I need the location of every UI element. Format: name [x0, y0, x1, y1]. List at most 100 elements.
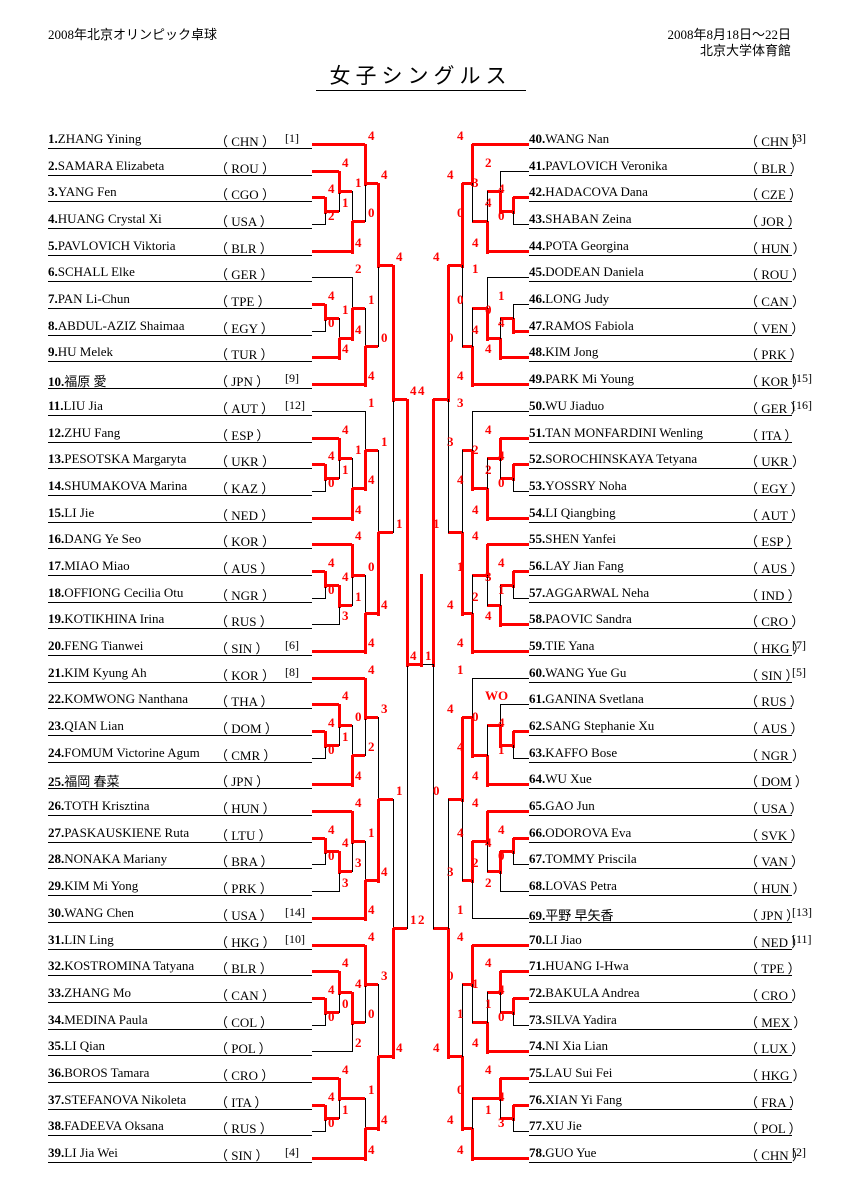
player-country: （ ESP ）: [745, 534, 800, 549]
match-score: 4: [328, 555, 335, 570]
player-country: （ RUS ）: [745, 694, 803, 709]
winner-line: [448, 531, 462, 534]
player-row: 53.YOSSRY Noha （ EGY ）: [529, 478, 804, 496]
winner-line: [471, 945, 474, 987]
winner-line: [312, 837, 325, 840]
match-score: 1: [485, 1102, 492, 1117]
loser-line: [352, 725, 353, 756]
winner-line: [500, 850, 513, 853]
player-country: （ SVK ）: [745, 828, 804, 843]
loser-line: [393, 799, 394, 929]
player-name: 32.KOSTROMINA Tatyana: [48, 958, 195, 973]
match-score: 4: [355, 795, 362, 810]
match-score: 4: [328, 822, 335, 837]
match-score: 1: [368, 292, 375, 307]
winner-line: [499, 191, 502, 214]
match-score: 4: [355, 502, 362, 517]
winner-line: [487, 517, 529, 520]
winner-line: [339, 724, 352, 727]
player-row: 67.TOMMY Priscila （ VAN ）: [529, 851, 804, 869]
winner-line: [325, 584, 339, 587]
player-name: 70.LI Jiao: [529, 932, 582, 947]
winner-line: [338, 338, 341, 360]
loser-line: [312, 864, 325, 865]
player-country: （ DOM ）: [745, 774, 808, 789]
player-seed: [1]: [285, 131, 299, 145]
match-score: 4: [485, 195, 492, 210]
match-score: 4: [457, 368, 464, 383]
player-row: 29.KIM Mi Yong （ PRK ）: [48, 878, 312, 896]
loser-line: [339, 725, 340, 746]
player-country: （ JPN ）: [215, 774, 270, 789]
winner-line: [472, 1097, 500, 1100]
match-score: 4: [355, 528, 362, 543]
player-name: 37.STEFANOVA Nikoleta: [48, 1092, 187, 1107]
player-country: （ GER ）: [745, 401, 804, 416]
winner-line: [461, 532, 464, 616]
player-name: 45.DODEAN Daniela: [529, 264, 644, 279]
winner-line: [487, 724, 500, 727]
match-score: 4: [498, 315, 505, 330]
loser-line: [352, 277, 353, 309]
winner-line: [472, 220, 487, 223]
winner-line: [352, 1021, 365, 1024]
match-score: 4: [381, 167, 388, 182]
match-score: 1: [498, 288, 505, 303]
winner-line: [325, 210, 339, 213]
winner-line: [324, 1105, 327, 1121]
player-row: 65.GAO Jun （ USA ）: [529, 798, 803, 816]
winner-line: [471, 450, 474, 491]
winner-line: [312, 1157, 365, 1160]
player-row: 21.KIM Kyung Ah （ KOR ） [8]: [48, 665, 312, 683]
player-name: 74.NI Xia Lian: [529, 1038, 609, 1053]
player-country: （ PRK ）: [745, 347, 803, 362]
player-name: 22.KOMWONG Nanthana: [48, 691, 189, 706]
winner-line: [472, 383, 529, 386]
winner-line: [500, 1117, 513, 1120]
winner-line: [499, 605, 502, 627]
winner-line: [472, 650, 529, 653]
winner-line: [352, 754, 365, 757]
player-country: （ HUN ）: [745, 241, 806, 256]
match-score: 0: [368, 1006, 375, 1021]
match-score: 2: [355, 261, 362, 276]
player-row: 31.LIN Ling （ HKG ） [10]: [48, 932, 312, 950]
loser-line: [472, 1098, 473, 1129]
match-score: 0: [368, 205, 375, 220]
player-country: （ HKG ）: [745, 1068, 806, 1083]
loser-line: [472, 880, 473, 919]
player-row: 63.KAFFO Bose （ NGR ）: [529, 745, 805, 763]
loser-line: [352, 575, 353, 606]
player-country: （ AUS ）: [215, 561, 274, 576]
loser-line: [339, 458, 340, 479]
winner-line: [312, 783, 352, 786]
loser-line: [312, 224, 325, 225]
player-name: 46.LONG Judy: [529, 291, 610, 306]
match-score: 4: [472, 235, 479, 250]
player-row: 24.FOMUM Victorine Agum （ CMR ）: [48, 745, 312, 763]
winner-line: [312, 1077, 339, 1080]
player-country: （ VEN ）: [745, 321, 805, 336]
player-name: 59.TIE Yana: [529, 638, 595, 653]
player-name: 20.FENG Tianwei: [48, 638, 144, 653]
loser-line: [325, 585, 326, 599]
player-name: 33.ZHANG Mo: [48, 985, 132, 1000]
winner-line: [324, 571, 327, 588]
player-row: 23.QIAN Lian （ DOM ）: [48, 718, 312, 736]
player-seed: [6]: [285, 638, 299, 652]
player-row: 7.PAN Li-Chun （ TPE ）: [48, 291, 312, 309]
winner-line: [487, 870, 500, 873]
winner-line: [487, 1050, 529, 1053]
winner-line: [447, 928, 450, 1059]
winner-line: [393, 398, 407, 401]
loser-line: [513, 1025, 529, 1026]
player-country: （ DOM ）: [215, 721, 278, 736]
loser-line: [487, 992, 488, 1023]
player-name: 25.福岡 春菜: [48, 774, 120, 789]
player-seed: [5]: [792, 665, 806, 679]
winner-line: [461, 717, 464, 802]
loser-line: [462, 799, 463, 881]
loser-line: [487, 841, 488, 872]
match-score: 1: [342, 462, 349, 477]
match-score: 0: [457, 1082, 464, 1097]
